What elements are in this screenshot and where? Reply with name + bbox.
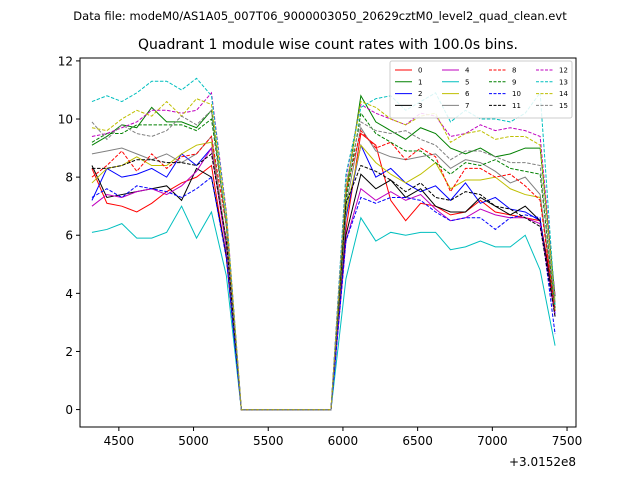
y-tick-label: 10: [58, 113, 73, 127]
y-tick-label: 8: [65, 171, 73, 185]
x-offset-label: +3.0152e8: [509, 455, 576, 469]
legend-label-7: 7: [465, 102, 469, 110]
series-line-12: [91, 91, 556, 411]
series-line-6: [91, 141, 556, 411]
legend-label-3: 3: [418, 102, 422, 110]
x-tick-label: 5500: [253, 434, 284, 448]
x-tick-label: 6000: [328, 434, 359, 448]
x-tick-label: 5000: [178, 434, 209, 448]
legend-label-12: 12: [559, 67, 568, 75]
legend-box: [389, 60, 573, 119]
y-tick-label: 4: [65, 287, 73, 301]
legend-label-14: 14: [559, 90, 568, 98]
x-tick-label: 6500: [402, 434, 433, 448]
axes-frame: [79, 57, 577, 428]
series-line-10: [91, 176, 556, 411]
chart-title: Quadrant 1 module wise count rates with …: [138, 37, 518, 53]
legend-label-13: 13: [559, 78, 568, 86]
legend-label-2: 2: [418, 90, 422, 98]
legend-label-6: 6: [465, 90, 470, 98]
y-tick-label: 2: [65, 345, 73, 359]
legend-label-4: 4: [465, 67, 470, 75]
legend-label-15: 15: [559, 102, 568, 110]
x-tick-label: 7000: [477, 434, 508, 448]
y-tick-label: 6: [65, 229, 73, 243]
legend-label-1: 1: [418, 78, 422, 86]
x-tick-label: 4500: [104, 434, 135, 448]
series-line-7: [91, 126, 556, 411]
x-tick-label: 7500: [552, 434, 583, 448]
series-line-2: [91, 143, 556, 411]
legend-label-0: 0: [418, 67, 422, 75]
legend-label-9: 9: [512, 78, 516, 86]
legend-label-5: 5: [465, 78, 469, 86]
series-line-1: [91, 94, 556, 411]
series-line-14: [91, 98, 556, 411]
series-line-13: [91, 77, 556, 411]
legend-label-8: 8: [512, 67, 516, 75]
y-tick-label: 0: [65, 403, 73, 417]
series-line-15: [91, 109, 556, 411]
series-line-0: [91, 132, 556, 411]
series-line-5: [91, 205, 556, 411]
legend-label-10: 10: [512, 90, 521, 98]
y-tick-label: 12: [58, 54, 73, 68]
series-layer: [91, 77, 556, 411]
series-line-9: [91, 111, 556, 411]
legend-label-11: 11: [512, 102, 521, 110]
series-line-8: [91, 129, 556, 411]
chart-suptitle: Data file: modeM0/AS1A05_007T06_90000030…: [73, 9, 567, 23]
series-line-3: [91, 165, 556, 411]
